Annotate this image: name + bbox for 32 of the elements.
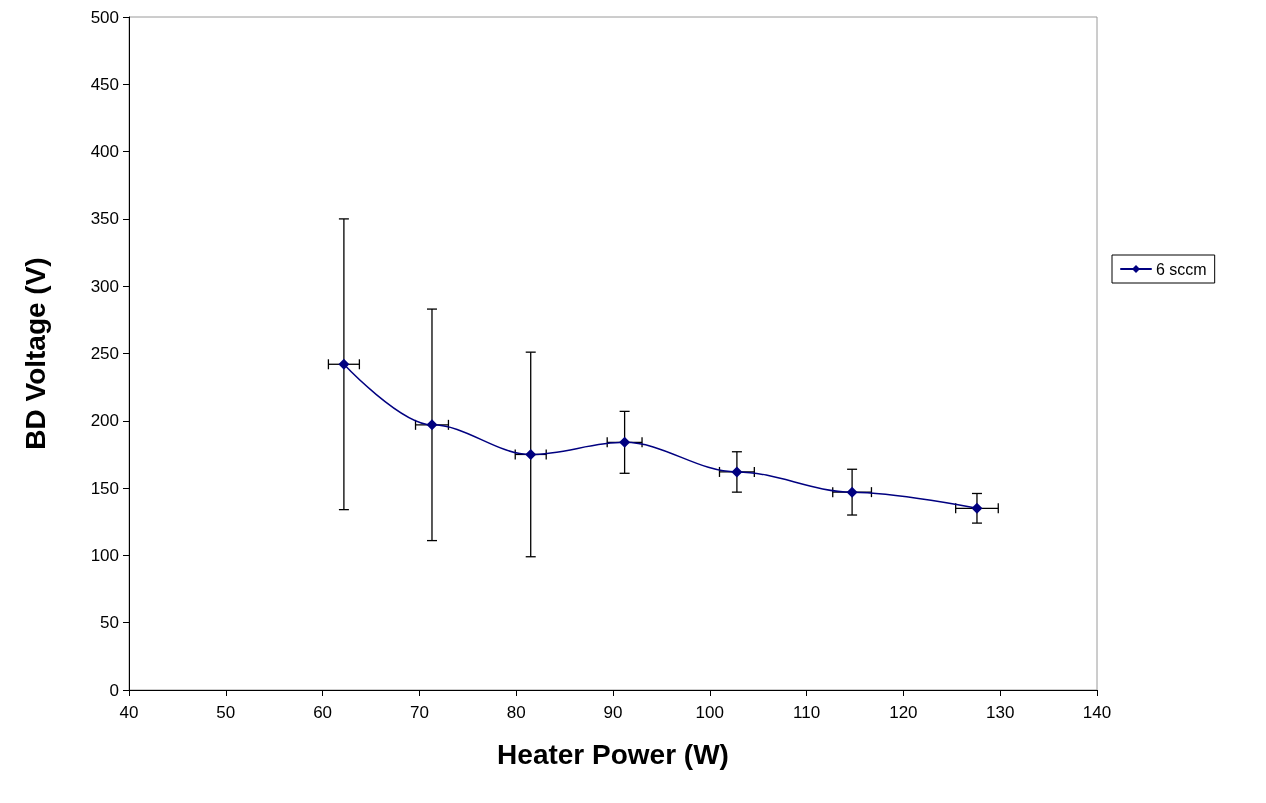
point bbox=[426, 419, 438, 431]
x-tick-label: 70 bbox=[409, 703, 429, 722]
y-tick-label: 500 bbox=[90, 7, 119, 27]
x-tick-label: 130 bbox=[986, 703, 1015, 722]
point bbox=[338, 358, 350, 370]
x-tick-label: 80 bbox=[506, 703, 526, 722]
point bbox=[619, 436, 631, 448]
x-tick-label: 120 bbox=[889, 703, 918, 722]
legend-label: 6 sccm bbox=[1156, 260, 1207, 278]
point bbox=[731, 466, 743, 478]
point bbox=[525, 448, 537, 460]
y-tick-label: 300 bbox=[90, 276, 119, 296]
point bbox=[846, 486, 858, 498]
y-tick-label: 150 bbox=[90, 478, 119, 498]
y-tick-label: 350 bbox=[90, 209, 119, 229]
x-tick-label: 110 bbox=[793, 703, 821, 722]
y-tick-label: 400 bbox=[90, 142, 119, 162]
y-tick-label: 0 bbox=[109, 680, 119, 700]
y-axis-title: BD Voltage (V) bbox=[19, 257, 51, 450]
y-tick-label: 200 bbox=[90, 411, 119, 431]
x-tick-label: 60 bbox=[313, 703, 333, 722]
x-axis-title: Heater Power (W) bbox=[497, 738, 729, 770]
y-tick-label: 250 bbox=[90, 344, 119, 363]
point bbox=[971, 502, 983, 514]
x-tick-label: 90 bbox=[603, 703, 623, 722]
x-tick-label: 40 bbox=[119, 703, 139, 722]
x-tick-label: 140 bbox=[1082, 703, 1112, 722]
x-tick-label: 100 bbox=[695, 703, 724, 722]
y-tick-label: 50 bbox=[100, 613, 119, 633]
x-tick-label: 50 bbox=[216, 703, 236, 722]
y-tick-label: 100 bbox=[90, 545, 119, 565]
y-tick-label: 450 bbox=[90, 74, 119, 94]
